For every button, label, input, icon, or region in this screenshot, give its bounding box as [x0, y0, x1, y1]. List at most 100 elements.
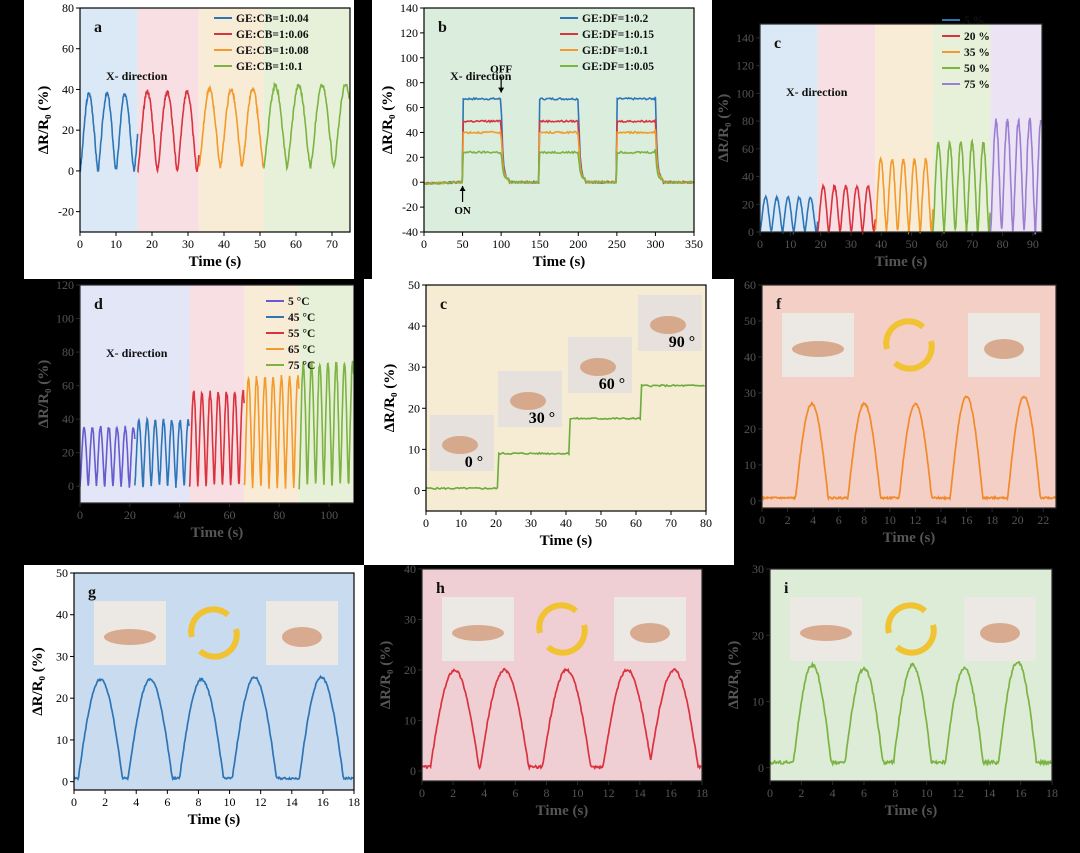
panel-letter: f [776, 296, 782, 313]
panel-letter: c [774, 35, 781, 52]
x-tick-label: 50 [906, 237, 918, 251]
x-tick-label: 18 [986, 513, 998, 527]
angle-label: 60 ° [599, 376, 625, 393]
legend-entry: 35 % [964, 47, 990, 59]
hand-shape [580, 358, 616, 376]
x-tick-label: 350 [685, 237, 703, 251]
y-tick-label: 50 [408, 279, 420, 292]
series-line-5 [989, 117, 1043, 235]
y-axis-label: ΔR/R₀ (%) [36, 86, 52, 154]
x-tick-label: 0 [71, 795, 77, 809]
x-tick-label: 14 [634, 786, 646, 800]
y-tick-label: 20 [406, 150, 418, 164]
x-tick-label: 50 [457, 237, 469, 251]
y-tick-label: 20 [62, 123, 74, 137]
x-axis-label: Time (s) [883, 530, 936, 546]
x-axis-label: Time (s) [536, 803, 589, 819]
y-tick-label: 140 [736, 31, 754, 45]
y-tick-label: 60 [744, 279, 756, 292]
series-line-2 [423, 119, 694, 185]
y-tick-label: 60 [406, 101, 418, 115]
direction-annotation: X- direction [106, 69, 168, 83]
legend-entry: 5 % [964, 15, 984, 27]
y-tick-label: 10 [404, 713, 416, 727]
angle-label: 30 ° [529, 410, 555, 427]
series-line-1 [79, 91, 139, 173]
x-tick-label: 100 [320, 508, 338, 522]
series-line-5 [298, 360, 354, 490]
y-axis-label: ΔR/R₀ (%) [378, 641, 394, 709]
y-tick-label: 100 [400, 51, 418, 65]
y-tick-label: 50 [56, 566, 68, 580]
series-line-2 [134, 416, 191, 488]
series-line-3 [198, 84, 265, 169]
x-tick-label: 12 [603, 786, 615, 800]
series-line-1 [425, 383, 706, 491]
y-tick-label: 30 [404, 612, 416, 626]
y-tick-label: 60 [742, 142, 754, 156]
y-tick-label: 40 [408, 319, 420, 333]
y-tick-label: 20 [408, 401, 420, 415]
x-tick-label: 0 [419, 786, 425, 800]
x-tick-label: 4 [481, 786, 487, 800]
background-band [263, 8, 350, 232]
x-tick-label: 20 [490, 516, 502, 530]
x-tick-label: 20 [815, 237, 827, 251]
x-tick-label: 300 [646, 237, 664, 251]
x-tick-label: 50 [254, 237, 266, 251]
y-tick-label: 30 [56, 649, 68, 663]
x-tick-label: 2 [785, 513, 791, 527]
y-axis-label: ΔR/R₀ (%) [382, 364, 398, 432]
x-tick-label: 60 [290, 237, 302, 251]
legend-entry: GE:DF=1:0.05 [582, 61, 654, 73]
panel-letter: a [94, 19, 102, 36]
y-tick-label: 0 [414, 483, 420, 497]
x-tick-label: 60 [936, 237, 948, 251]
x-tick-label: 30 [182, 237, 194, 251]
x-tick-label: 60 [223, 508, 235, 522]
panel-letter: g [88, 584, 96, 601]
axes-frame [79, 284, 354, 504]
y-tick-label: -40 [402, 225, 418, 239]
series-line-1 [73, 674, 354, 782]
y-axis-label: ΔR/R₀ (%) [30, 647, 46, 715]
direction-annotation: X- direction [106, 346, 168, 360]
off-label: OFF [490, 64, 512, 76]
x-tick-label: 40 [218, 237, 230, 251]
y-tick-label: 40 [62, 412, 74, 426]
x-tick-label: 4 [830, 786, 836, 800]
legend-entry: 55 °C [288, 328, 315, 340]
cycle-arrow-icon [892, 340, 935, 372]
background-band [80, 285, 190, 503]
limb-shape [104, 629, 156, 645]
cycle-arrow-icon [885, 602, 928, 634]
series-line-3 [188, 389, 245, 487]
panel-e: 0 10 20 30 40 50 60 70 80 0 10 20 30 40 50 Time (s) ΔR/R… [364, 279, 734, 565]
panel-f: 0 2 4 6 8 10 12 14 16 18 20 22 0 10 20 30 40 50 60 Time (s)… [734, 279, 1064, 565]
limb-shape [800, 625, 852, 641]
legend-entry: 20 % [964, 31, 990, 43]
limb-shape [980, 623, 1020, 643]
x-tick-label: 10 [572, 786, 584, 800]
y-tick-label: 10 [408, 442, 420, 456]
x-tick-label: 80 [273, 508, 285, 522]
cycle-arrow-icon [545, 624, 588, 656]
x-tick-label: 70 [966, 237, 978, 251]
x-tick-label: 16 [665, 786, 677, 800]
axes-frame [769, 568, 1053, 782]
hand-shape [442, 436, 478, 454]
x-tick-label: 200 [569, 237, 587, 251]
x-tick-label: 150 [531, 237, 549, 251]
cycle-arrow-icon [894, 624, 937, 656]
series-line-1 [423, 96, 694, 186]
x-tick-label: 10 [884, 513, 896, 527]
y-axis-label: ΔR/R₀ (%) [380, 86, 396, 154]
x-tick-label: 6 [861, 786, 867, 800]
axes-frame [421, 568, 703, 782]
x-tick-label: 80 [700, 516, 712, 530]
x-tick-label: 0 [759, 513, 765, 527]
x-axis-label: Time (s) [875, 254, 928, 270]
x-axis-label: Time (s) [189, 254, 242, 270]
y-tick-label: 0 [68, 164, 74, 178]
x-tick-label: 22 [1037, 513, 1049, 527]
